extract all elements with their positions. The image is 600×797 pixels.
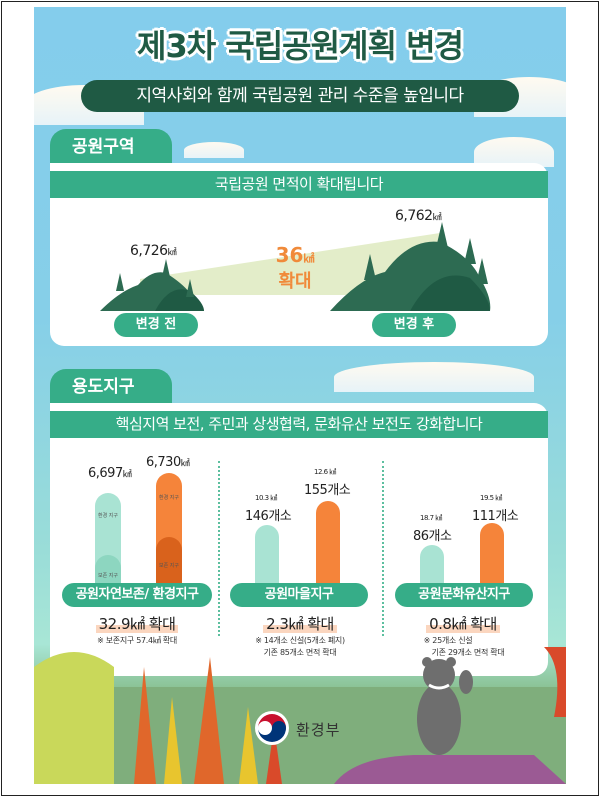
g2-result: 2.3㎢ 확대: [225, 613, 375, 634]
area-before-value: 6,726㎢: [130, 243, 177, 259]
cloud-decoration: [184, 142, 244, 158]
g1-after-bar: 환경 지구 보존 지구: [156, 473, 182, 585]
g3-before-bar: [420, 545, 444, 585]
g3-after-bar: [480, 523, 504, 585]
g1-before-bar: 환경 지구 보존 지구: [95, 493, 121, 585]
g1-before-value: 6,697㎢: [88, 466, 132, 481]
g3-before-count: 86개소: [413, 529, 452, 544]
g3-after-area: 19.5 ㎢: [480, 494, 502, 502]
forest-scene: [34, 647, 566, 784]
g2-before-count: 146개소: [245, 509, 292, 524]
cloud-decoration: [474, 137, 554, 167]
g3-note: ※ 25개소 신설: [423, 636, 473, 645]
g3-name: 공원문화유산지구: [395, 583, 533, 607]
zoning-card: 핵심지역 보전, 주민과 상생협력, 문화유산 보전도 강화합니다 6,697㎢…: [50, 403, 548, 676]
g3-note: 기존 29개소 면적 확대: [431, 648, 505, 657]
page-subtitle: 지역사회와 함께 국립공원 관리 수준을 높입니다: [81, 80, 519, 112]
bar-segment-label: 보존 지구: [159, 563, 179, 569]
park-area-header: 국립공원 면적이 확대됩니다: [50, 171, 548, 198]
section-tab-zoning: 용도지구: [50, 369, 172, 403]
g3-result: 0.8㎢ 확대: [388, 613, 538, 634]
bar-segment-label: 환경 지구: [159, 495, 179, 501]
g1-after-value: 6,730㎢: [146, 455, 190, 470]
area-increase-label: 확대: [278, 271, 312, 292]
section-tab-park-area: 공원구역: [50, 129, 172, 163]
page-title: 제3차 국립공원계획 변경: [137, 27, 464, 65]
group-divider: [218, 461, 220, 636]
bar-segment-label: 환경 지구: [98, 513, 118, 519]
ministry-name: 환경부: [296, 721, 341, 739]
zoning-header: 핵심지역 보전, 주민과 상생협력, 문화유산 보전도 강화합니다: [50, 411, 548, 438]
label-after: 변경 후: [372, 313, 456, 337]
g2-after-count: 155개소: [304, 483, 351, 498]
g1-name: 공원자연보존/ 환경지구: [62, 583, 212, 607]
area-increase-value: 36㎢: [275, 243, 315, 267]
g2-name: 공원마을지구: [230, 583, 368, 607]
g1-note: ※ 보존지구 57.4㎢ 확대: [97, 636, 177, 645]
g2-before-area: 10.3 ㎢: [255, 494, 277, 502]
cloud-decoration: [334, 362, 534, 392]
ministry-logo-icon: [255, 711, 289, 745]
park-area-card: 국립공원 면적이 확대됩니다 6,726㎢ 6,762㎢: [50, 163, 548, 346]
g2-before-bar: [255, 525, 279, 585]
g2-note: ※ 14개소 신설(5개소 폐지): [255, 636, 345, 645]
mountain-after-icon: [330, 222, 491, 311]
g3-before-area: 18.7 ㎢: [420, 514, 442, 522]
g1-result: 32.9㎢ 확대: [62, 613, 212, 634]
infographic-poster: 제3차 국립공원계획 변경 지역사회와 함께 국립공원 관리 수준을 높입니다 …: [34, 7, 566, 784]
area-after-value: 6,762㎢: [395, 208, 442, 224]
g3-after-count: 111개소: [472, 509, 519, 524]
mountain-before-icon: [100, 259, 204, 311]
label-before: 변경 전: [114, 313, 198, 337]
group-divider: [382, 461, 384, 636]
g2-after-bar: [316, 501, 340, 585]
bar-segment-label: 보존 지구: [98, 573, 118, 579]
g2-after-area: 12.6 ㎢: [314, 468, 336, 476]
g2-note: 기존 85개소 면적 확대: [263, 648, 337, 657]
bear-mascot-icon: [417, 657, 473, 755]
